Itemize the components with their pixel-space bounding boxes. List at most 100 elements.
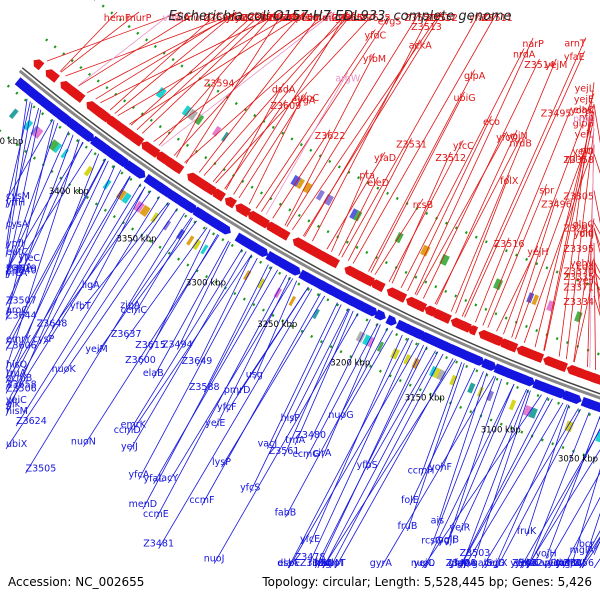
gene-label: mglA (570, 545, 595, 556)
gene-label: Z3356 (563, 558, 594, 569)
gene-leader-line (215, 11, 376, 184)
gene-label: yfbM (363, 54, 386, 65)
feature-stripe-inner (296, 178, 305, 190)
gene-leader-line (5, 158, 107, 351)
gene-label: ccmG (293, 449, 320, 460)
feature-stripe-inner (420, 244, 431, 257)
gene-label: nuoJ (204, 554, 225, 565)
reverse-gene-arrow (130, 133, 145, 147)
gene-label: yfcE (300, 534, 320, 545)
gene-leader-line (221, 295, 326, 468)
gene-label: ccmH (408, 466, 435, 477)
gene-label: yfcF (217, 402, 237, 413)
gene-leader-line (579, 536, 600, 569)
gene-label: menD (129, 499, 157, 510)
gene-leader-line (309, 339, 413, 563)
gene-label: glpT (325, 558, 346, 569)
reverse-gene-arrow (215, 190, 226, 202)
gene-leader-line (414, 37, 534, 295)
gene-leader-line (59, 11, 118, 72)
gene-label: folC (314, 558, 333, 569)
reverse-gene-arrow (439, 312, 452, 324)
gene-label: glpA (464, 71, 486, 82)
gene-leader-line (461, 37, 587, 317)
gene-label: yojN (506, 131, 527, 142)
gene-leader-line (305, 323, 379, 460)
gene-label: fruB (398, 521, 418, 532)
gene-label: Z3640 (6, 265, 37, 276)
reverse-gene-arrow (467, 325, 479, 336)
gene-leader-line (129, 11, 307, 125)
gene-leader-line (289, 308, 350, 424)
reverse-gene-arrow (329, 257, 340, 269)
gene-leader-line (409, 367, 476, 506)
gene-label: vacJ (258, 439, 277, 450)
feature-stripe-inner (574, 311, 583, 323)
gene-label: glpC (573, 220, 595, 231)
position-ticks-layer: 3450 kbp 3400 kbp 3350 kbp 3300 kbp 3250 kbp… (0, 137, 598, 464)
gene-leader-line (589, 113, 595, 368)
gene-leader-line (329, 353, 444, 569)
forward-gene-arrow (217, 221, 231, 235)
gene-label: folE (401, 495, 419, 506)
gene-label: yfaD (374, 153, 396, 164)
gene-label: ubiX (6, 439, 28, 450)
feature-stripe (376, 341, 385, 352)
feature-stripe (528, 407, 538, 419)
gene-label: Z3649 (182, 356, 213, 367)
gene-label: glpQ (448, 558, 470, 569)
gene-leader-line (80, 202, 169, 312)
gene-label: Z3566 (332, 13, 363, 24)
gene-label: Z3506 (6, 384, 37, 395)
forward-gene-arrow (133, 166, 146, 179)
gene-label: Z3395 (563, 244, 594, 255)
feature-stripe (403, 354, 412, 365)
gene-label: Z3513 (411, 22, 442, 33)
gene-leader-line (126, 248, 243, 436)
gene-label: hisM (6, 406, 28, 417)
gene-leader-line (459, 398, 553, 569)
gene-label: fruA (518, 558, 538, 569)
reverse-gene-arrow (505, 341, 519, 353)
gene-label: mglB (435, 534, 459, 545)
gene-leader-line (593, 265, 600, 301)
gene-leader-line (90, 186, 146, 291)
gene-label: yejE (574, 94, 594, 105)
gene-label: fabB (275, 507, 297, 518)
gene-label: ccmE (143, 509, 169, 520)
forward-gene-arrow (81, 129, 95, 142)
gene-leader-line (173, 11, 305, 156)
feature-stripe-inner (302, 181, 313, 194)
feature-stripe (83, 165, 94, 177)
feature-stripe (53, 143, 63, 154)
backbone-inner (21, 67, 600, 395)
reverse-gene-arrow (413, 300, 428, 313)
kbp-tick-label: 3100 kbp (481, 426, 521, 436)
gene-label: Z3516 (494, 239, 525, 250)
gene-label: zipA (120, 300, 141, 311)
gene-label: nuoN (71, 437, 96, 448)
gene-leader-line (129, 251, 247, 452)
forward-gene-arrow (566, 392, 582, 404)
forward-gene-arrow (555, 387, 567, 399)
gene-label: Z3494 (162, 340, 193, 351)
gene-leader-line (83, 234, 220, 447)
gene-leader-line (46, 11, 182, 62)
gene-label: rsuA (561, 558, 583, 569)
gene-label: cysP (33, 334, 55, 345)
gene-leader-line (158, 11, 276, 146)
reverse-gene-arrow (148, 146, 161, 158)
gene-leader-line (573, 274, 595, 363)
gene-label: Z3622 (315, 131, 346, 142)
gene-leader-line (450, 58, 557, 312)
kbp-tick-label: 3250 kbp (257, 320, 297, 330)
gene-leader-line (5, 119, 54, 202)
gene-leader-line (5, 131, 69, 274)
gene-label: Z3624 (16, 416, 47, 427)
gene-label: yejG (484, 558, 505, 569)
forward-gene-arrow (184, 201, 197, 214)
gene-leader-line (5, 108, 40, 230)
gene-label: yeiL (575, 130, 595, 141)
gene-leader-line (326, 152, 386, 250)
gene-label: Z3552 (427, 13, 458, 24)
